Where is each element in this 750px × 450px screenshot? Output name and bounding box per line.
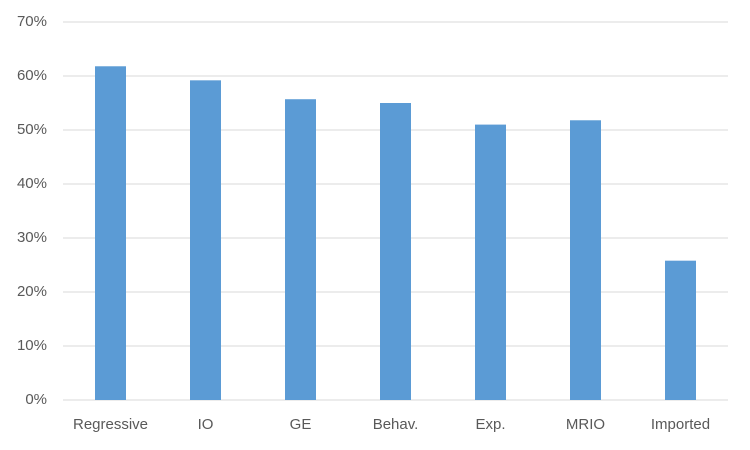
- bar: [190, 80, 221, 400]
- bar: [475, 124, 506, 400]
- bar: [570, 120, 601, 400]
- x-tick-label: Imported: [651, 416, 710, 433]
- y-tick-label: 60%: [17, 67, 47, 84]
- y-tick-label: 0%: [25, 391, 47, 408]
- x-tick-label: MRIO: [566, 416, 605, 433]
- bar: [665, 260, 696, 400]
- y-tick-label: 70%: [17, 13, 47, 30]
- x-tick-label: Behav.: [373, 416, 419, 433]
- y-tick-label: 50%: [17, 121, 47, 138]
- y-tick-label: 30%: [17, 229, 47, 246]
- bar: [380, 103, 411, 400]
- x-tick-label: Regressive: [73, 416, 148, 433]
- y-tick-label: 40%: [17, 175, 47, 192]
- y-tick-label: 20%: [17, 283, 47, 300]
- x-tick-label: GE: [290, 416, 312, 433]
- x-tick-label: Exp.: [475, 416, 505, 433]
- x-tick-label: IO: [198, 416, 214, 433]
- bar: [95, 66, 126, 400]
- bar: [285, 99, 316, 400]
- y-tick-label: 10%: [17, 337, 47, 354]
